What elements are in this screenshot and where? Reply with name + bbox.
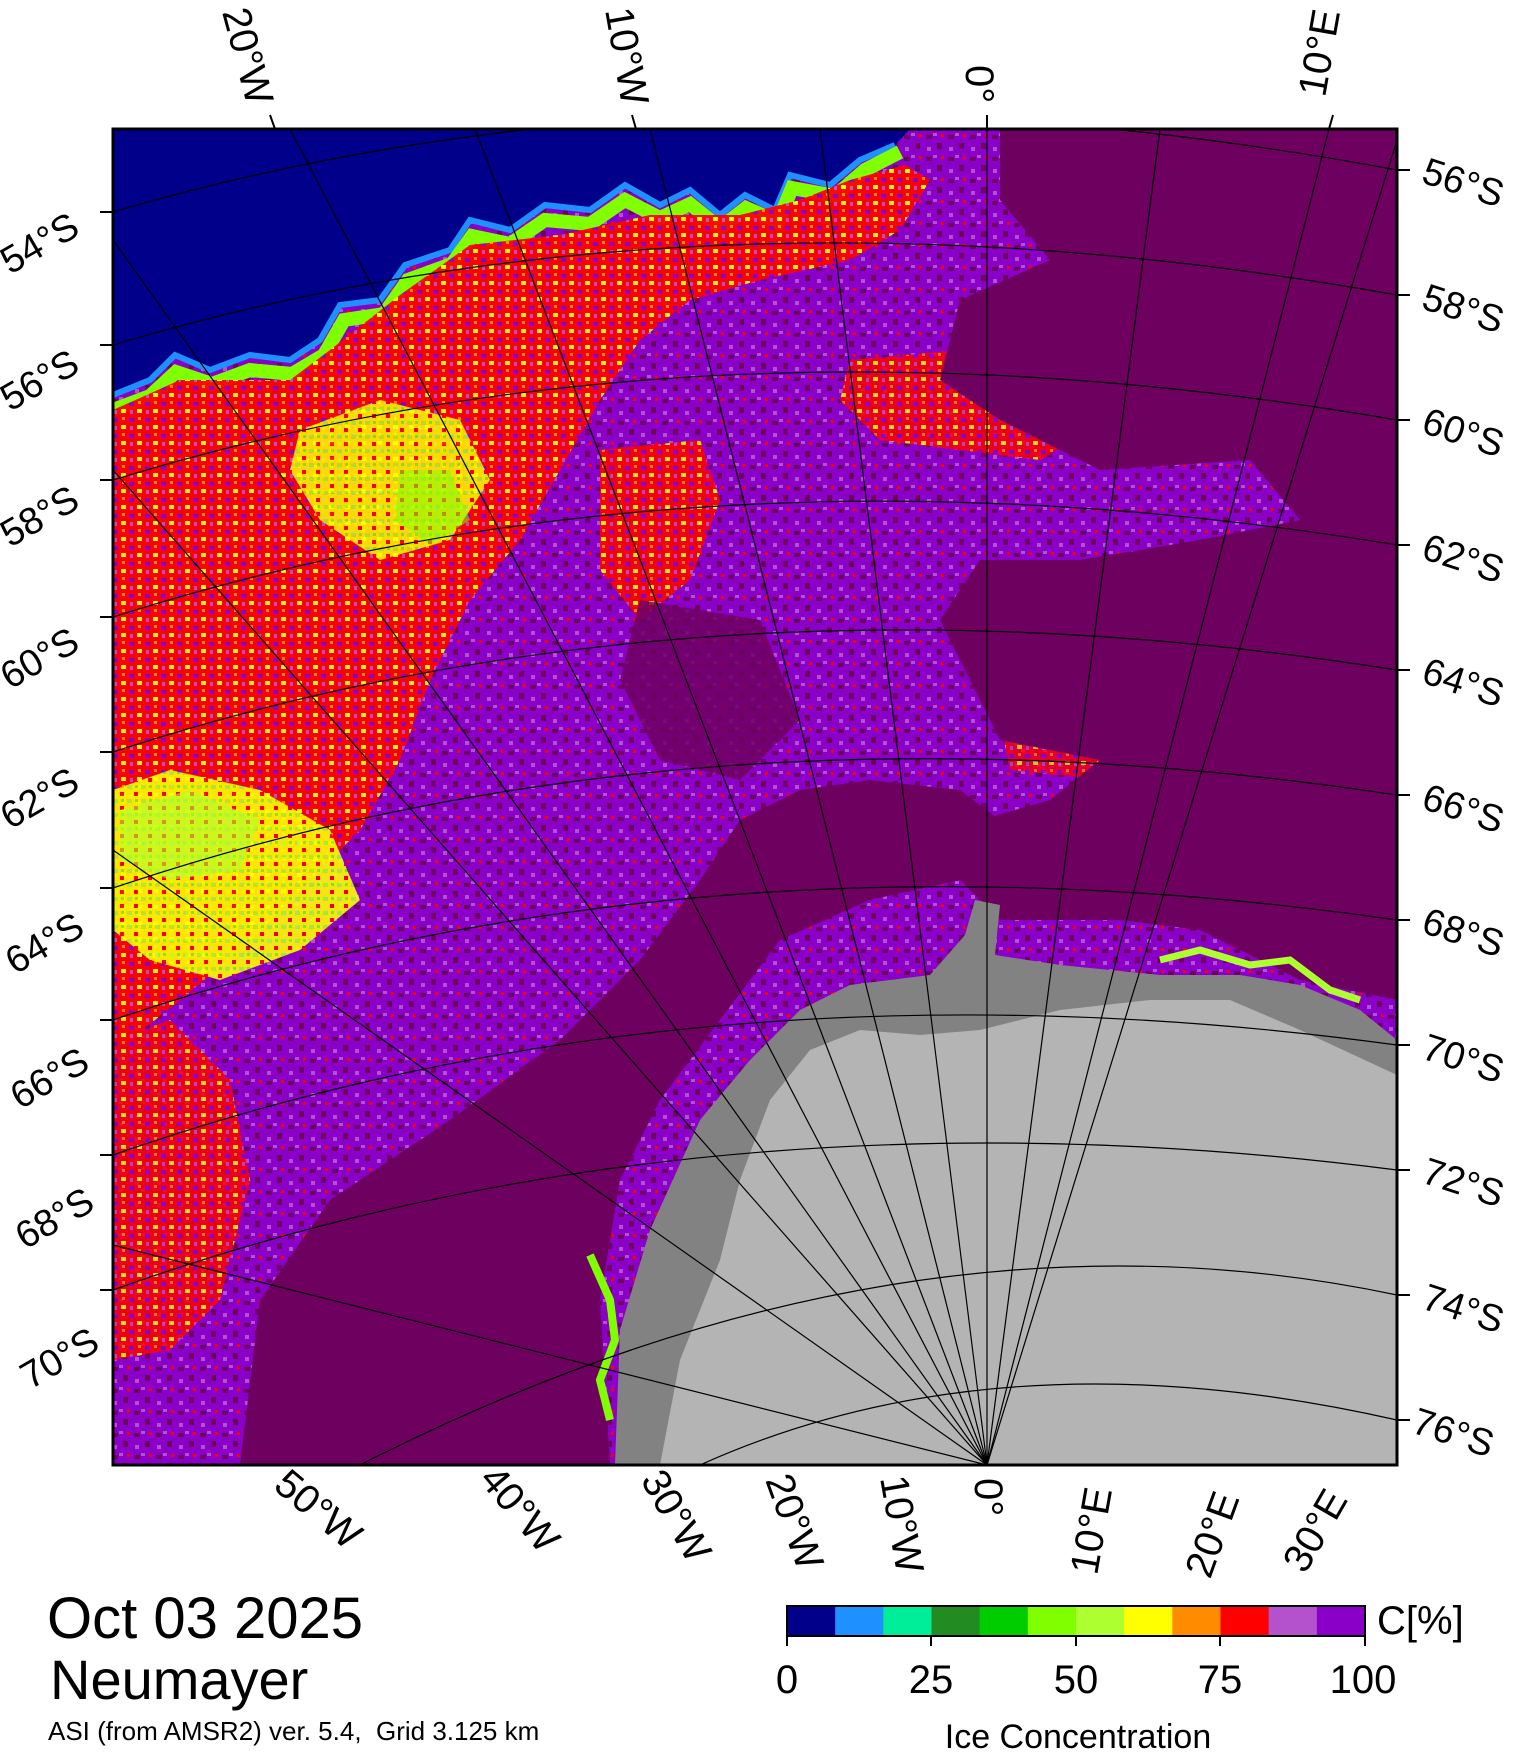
bottom-lon-label: 40°W [471,1458,568,1562]
colorbar-swatch [787,1606,836,1636]
colorbar-swatch [1220,1606,1270,1636]
left-lat-label: 62°S [0,760,86,838]
right-lat-label: 56°S [1417,151,1509,217]
colorbar [787,1606,1366,1636]
left-lat-label: 64°S [0,905,91,983]
right-lat-label: 66°S [1417,777,1509,843]
red-streak-center [600,440,720,620]
open-water-area [113,129,910,395]
left-lat-label: 58°S [0,478,86,556]
longitude-lines [113,129,1397,1465]
bottom-lon-label: 30°E [1275,1482,1357,1579]
colorbar-swatch [979,1606,1029,1636]
right-lat-label: 68°S [1417,901,1509,967]
left-lat-label: 54°S [0,205,86,283]
right-lat-label: 64°S [1417,651,1509,717]
bottom-lon-label: 20°W [757,1468,832,1576]
consolidated-ice-center [620,600,800,780]
colorbar-tick-label: 75 [1198,1658,1243,1702]
coastal-polynya-edge-east [1159,946,1362,1004]
right-lat-label: 58°S [1417,277,1509,343]
bottom-lon-label: 0° [966,1478,1010,1516]
colorbar-tick-label: 25 [909,1658,954,1702]
top-lon-label: 10°E [1291,6,1349,99]
colorbar-tick-label: 100 [1330,1658,1397,1702]
right-lat-label: 74°S [1417,1277,1509,1343]
latitude-lines [113,129,1397,1465]
bottom-lon-label: 50°W [266,1461,370,1558]
colorbar-tick-label: 50 [1054,1658,1099,1702]
consolidated-ice-south [240,780,1000,1465]
right-lat-label: 76°S [1407,1401,1499,1467]
coastal-polynya-edge [586,1253,620,1421]
left-lat-label: 68°S [9,1180,102,1258]
consolidated-ice-east [940,129,1397,1000]
colorbar-swatch [1316,1606,1366,1636]
left-lat-label: 60°S [0,620,86,698]
left-lat-label: 70°S [14,1320,107,1398]
colorbar-swatch [883,1606,932,1636]
bottom-lon-label: 10°E [1063,1484,1121,1577]
top-lon-label: 0° [957,65,1001,103]
colorbar-swatch [1124,1606,1173,1636]
bottom-lon-label: 20°E [1177,1486,1248,1583]
left-lat-label: 56°S [0,342,86,420]
station-title: Neumayer [50,1648,309,1711]
colorbar-swatch [1027,1606,1077,1636]
bottom-lon-label: 10°W [871,1472,931,1577]
colorbar-unit: C[%] [1377,1599,1464,1643]
tick-marks [100,114,1410,1421]
colorbar-swatch [835,1606,884,1636]
right-lat-label: 70°S [1417,1027,1509,1093]
top-lon-label: 20°W [213,3,281,110]
top-lon-label: 10°W [596,4,656,109]
colorbar-swatch [1076,1606,1125,1636]
right-lat-label: 72°S [1417,1151,1509,1217]
colorbar-tick-label: 0 [776,1658,798,1702]
colorbar-title: Ice Concentration [945,1718,1212,1756]
left-lat-label: 66°S [4,1040,97,1118]
antarctic-land [660,1000,1397,1465]
bottom-lon-label: 30°W [632,1463,719,1570]
colorbar-swatch [931,1606,981,1636]
right-lat-label: 60°S [1417,401,1509,467]
colorbar-swatch [1172,1606,1221,1636]
marginal-ice-green-west [120,790,260,880]
colorbar-swatch [1268,1606,1318,1636]
marginal-ice-green [395,470,470,545]
product-caption: ASI (from AMSR2) ver. 5.4, Grid 3.125 km [48,1716,540,1746]
red-region-southwest [113,1020,250,1360]
map-frame [111,127,1399,1467]
colorbar-ticks [786,1636,1366,1646]
date-title: Oct 03 2025 [47,1586,363,1651]
right-lat-label: 62°S [1417,527,1509,593]
